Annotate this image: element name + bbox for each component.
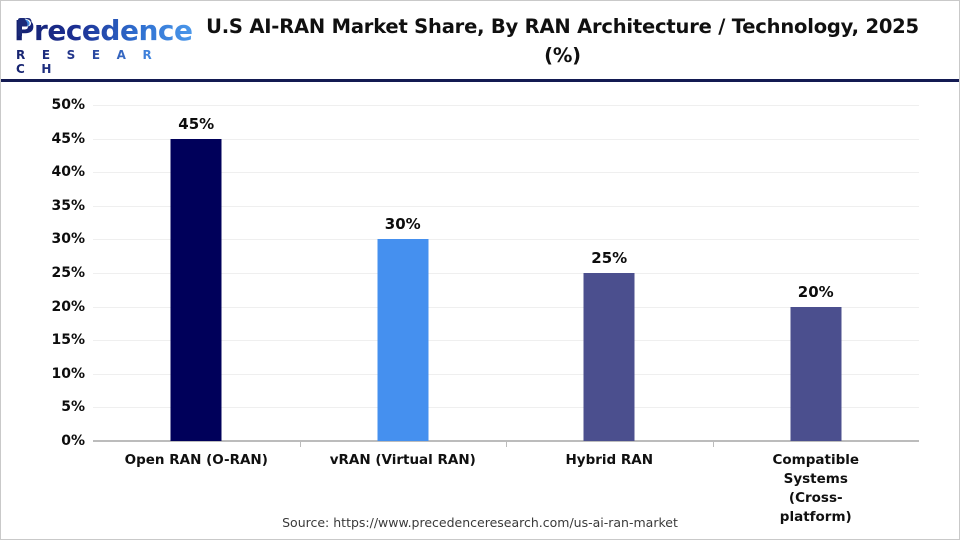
y-axis-tick-label: 25% bbox=[51, 265, 85, 281]
y-axis-tick-label: 15% bbox=[51, 332, 85, 349]
gridline bbox=[93, 239, 919, 241]
bar-slot: 45% bbox=[93, 105, 300, 441]
y-axis-tick-label: 0% bbox=[61, 433, 85, 449]
x-axis-tick bbox=[712, 442, 714, 447]
chart-header: Precedence R E S E A R C H U.S AI-RAN Ma… bbox=[1, 1, 959, 82]
x-axis-tick bbox=[506, 442, 507, 447]
y-axis-tick-label: 35% bbox=[51, 197, 85, 214]
bar-slot: 30% bbox=[300, 105, 507, 441]
x-axis-line bbox=[93, 440, 919, 442]
x-axis-category-label: Open RAN (O-RAN) bbox=[124, 452, 268, 468]
bar-slot: 20% bbox=[713, 105, 920, 441]
gridline bbox=[93, 340, 919, 342]
page-title: U.S AI-RAN Market Share, By RAN Architec… bbox=[206, 15, 919, 67]
y-axis-tick-label: 20% bbox=[51, 298, 85, 315]
x-axis-category-label: Hybrid RAN bbox=[565, 452, 654, 468]
bar-value-label: 25% bbox=[591, 249, 628, 267]
source-note: Source: https://www.precedenceresearch.c… bbox=[282, 515, 678, 530]
logo-subtext: R E S E A R C H bbox=[16, 48, 174, 76]
gridline bbox=[93, 105, 919, 106]
bar-value-label: 20% bbox=[797, 282, 834, 301]
x-axis-category-label: Compatible Systems (Cross-platform) bbox=[772, 452, 860, 525]
gridline bbox=[93, 273, 919, 274]
x-axis-tick bbox=[299, 442, 301, 447]
y-axis-tick-label: 10% bbox=[51, 365, 85, 382]
y-axis-tick-label: 40% bbox=[51, 164, 85, 181]
x-axis-labels: Open RAN (O-RAN) vRAN (Virtual RAN) Hybrid… bbox=[93, 451, 919, 525]
gridline bbox=[93, 138, 919, 140]
bar-slot: 25% bbox=[506, 105, 713, 441]
logo-wordmark: Precedence bbox=[14, 14, 193, 47]
bar-value-label: 30% bbox=[384, 215, 421, 234]
bar[interactable] bbox=[377, 239, 429, 441]
x-axis-ticks bbox=[93, 442, 919, 448]
y-axis-tick-label: 30% bbox=[51, 231, 85, 248]
bar[interactable] bbox=[790, 306, 842, 441]
gridline bbox=[93, 172, 919, 174]
y-axis-tick-label: 45% bbox=[51, 130, 85, 147]
precedence-research-logo: Precedence R E S E A R C H bbox=[14, 15, 193, 77]
x-axis-category-label: vRAN (Virtual RAN) bbox=[329, 452, 476, 468]
bar-value-label: 45% bbox=[178, 114, 215, 133]
gridline bbox=[93, 373, 919, 375]
bar[interactable] bbox=[170, 138, 222, 441]
gridline bbox=[93, 407, 919, 409]
gridline bbox=[93, 205, 919, 207]
y-axis-labels: 0% 5% 10% 15% 20% 25% 30% 35% 40% 45% 50% bbox=[1, 85, 93, 449]
gridline bbox=[93, 306, 919, 308]
bar[interactable] bbox=[583, 273, 635, 441]
chart-plot-area: 0% 5% 10% 15% 20% 25% 30% 35% 40% 45% 50% 45% 30% 25… bbox=[1, 85, 959, 539]
precedence-leaf-mark-icon bbox=[18, 18, 32, 36]
y-axis-tick-label: 50% bbox=[51, 97, 85, 113]
y-axis-tick-label: 5% bbox=[61, 399, 85, 416]
bar-series: 45% 30% 25% 20% bbox=[93, 105, 919, 441]
gridlines bbox=[93, 105, 919, 441]
